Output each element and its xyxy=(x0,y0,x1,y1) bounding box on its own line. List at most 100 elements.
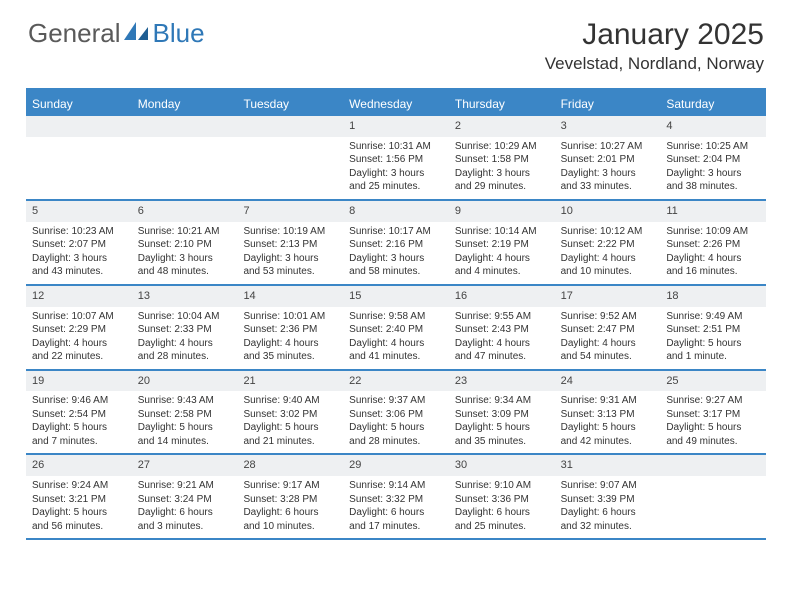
sunrise-text: Sunrise: 10:29 AM xyxy=(455,140,549,154)
sunrise-text: Sunrise: 9:21 AM xyxy=(138,479,232,493)
day-body: Sunrise: 9:31 AMSunset: 3:13 PMDaylight:… xyxy=(555,391,661,453)
sunset-text: Sunset: 3:39 PM xyxy=(561,493,655,507)
day-body: Sunrise: 9:10 AMSunset: 3:36 PMDaylight:… xyxy=(449,476,555,538)
daylight-text: Daylight: 5 hours and 14 minutes. xyxy=(138,421,232,448)
sunrise-text: Sunrise: 9:40 AM xyxy=(243,394,337,408)
day-cell xyxy=(660,455,766,538)
day-cell: 13Sunrise: 10:04 AMSunset: 2:33 PMDaylig… xyxy=(132,286,238,369)
sunrise-text: Sunrise: 9:10 AM xyxy=(455,479,549,493)
day-cell: 22Sunrise: 9:37 AMSunset: 3:06 PMDayligh… xyxy=(343,371,449,454)
day-body: Sunrise: 9:17 AMSunset: 3:28 PMDaylight:… xyxy=(237,476,343,538)
day-cell: 19Sunrise: 9:46 AMSunset: 2:54 PMDayligh… xyxy=(26,371,132,454)
daylight-text: Daylight: 5 hours and 21 minutes. xyxy=(243,421,337,448)
day-number: 29 xyxy=(343,455,449,476)
day-body: Sunrise: 10:19 AMSunset: 2:13 PMDaylight… xyxy=(237,222,343,284)
day-number: 10 xyxy=(555,201,661,222)
day-cell: 3Sunrise: 10:27 AMSunset: 2:01 PMDayligh… xyxy=(555,116,661,199)
brand-part2: Blue xyxy=(153,18,205,49)
sunrise-text: Sunrise: 9:52 AM xyxy=(561,310,655,324)
day-number: 9 xyxy=(449,201,555,222)
day-body: Sunrise: 10:21 AMSunset: 2:10 PMDaylight… xyxy=(132,222,238,284)
daylight-text: Daylight: 3 hours and 58 minutes. xyxy=(349,252,443,279)
sunset-text: Sunset: 3:32 PM xyxy=(349,493,443,507)
day-number xyxy=(660,455,766,476)
title-block: January 2025 Vevelstad, Nordland, Norway xyxy=(545,18,764,74)
day-cell: 20Sunrise: 9:43 AMSunset: 2:58 PMDayligh… xyxy=(132,371,238,454)
week-row: 19Sunrise: 9:46 AMSunset: 2:54 PMDayligh… xyxy=(26,371,766,456)
day-cell: 15Sunrise: 9:58 AMSunset: 2:40 PMDayligh… xyxy=(343,286,449,369)
location-subtitle: Vevelstad, Nordland, Norway xyxy=(545,54,764,74)
day-cell: 17Sunrise: 9:52 AMSunset: 2:47 PMDayligh… xyxy=(555,286,661,369)
day-number: 27 xyxy=(132,455,238,476)
day-body: Sunrise: 9:24 AMSunset: 3:21 PMDaylight:… xyxy=(26,476,132,538)
day-cell: 21Sunrise: 9:40 AMSunset: 3:02 PMDayligh… xyxy=(237,371,343,454)
day-body xyxy=(26,137,132,145)
weekday-header: Friday xyxy=(555,92,661,116)
sunrise-text: Sunrise: 9:58 AM xyxy=(349,310,443,324)
sunset-text: Sunset: 2:58 PM xyxy=(138,408,232,422)
daylight-text: Daylight: 5 hours and 28 minutes. xyxy=(349,421,443,448)
sunset-text: Sunset: 2:29 PM xyxy=(32,323,126,337)
sunrise-text: Sunrise: 10:25 AM xyxy=(666,140,760,154)
day-body: Sunrise: 10:07 AMSunset: 2:29 PMDaylight… xyxy=(26,307,132,369)
day-cell: 8Sunrise: 10:17 AMSunset: 2:16 PMDayligh… xyxy=(343,201,449,284)
daylight-text: Daylight: 5 hours and 1 minute. xyxy=(666,337,760,364)
sunrise-text: Sunrise: 9:49 AM xyxy=(666,310,760,324)
daylight-text: Daylight: 4 hours and 10 minutes. xyxy=(561,252,655,279)
day-number: 23 xyxy=(449,371,555,392)
sunrise-text: Sunrise: 10:31 AM xyxy=(349,140,443,154)
sunset-text: Sunset: 3:24 PM xyxy=(138,493,232,507)
weekday-header-row: Sunday Monday Tuesday Wednesday Thursday… xyxy=(26,90,766,116)
daylight-text: Daylight: 3 hours and 25 minutes. xyxy=(349,167,443,194)
day-body: Sunrise: 9:40 AMSunset: 3:02 PMDaylight:… xyxy=(237,391,343,453)
day-cell: 4Sunrise: 10:25 AMSunset: 2:04 PMDayligh… xyxy=(660,116,766,199)
sunrise-text: Sunrise: 9:17 AM xyxy=(243,479,337,493)
daylight-text: Daylight: 4 hours and 54 minutes. xyxy=(561,337,655,364)
day-body: Sunrise: 9:21 AMSunset: 3:24 PMDaylight:… xyxy=(132,476,238,538)
sunrise-text: Sunrise: 9:55 AM xyxy=(455,310,549,324)
day-number: 25 xyxy=(660,371,766,392)
week-row: 12Sunrise: 10:07 AMSunset: 2:29 PMDaylig… xyxy=(26,286,766,371)
sunset-text: Sunset: 2:33 PM xyxy=(138,323,232,337)
day-body: Sunrise: 10:14 AMSunset: 2:19 PMDaylight… xyxy=(449,222,555,284)
day-number: 12 xyxy=(26,286,132,307)
day-number: 19 xyxy=(26,371,132,392)
sunrise-text: Sunrise: 10:01 AM xyxy=(243,310,337,324)
day-cell: 30Sunrise: 9:10 AMSunset: 3:36 PMDayligh… xyxy=(449,455,555,538)
day-body: Sunrise: 9:14 AMSunset: 3:32 PMDaylight:… xyxy=(343,476,449,538)
brand-logo: General Blue xyxy=(28,18,205,49)
day-body: Sunrise: 9:37 AMSunset: 3:06 PMDaylight:… xyxy=(343,391,449,453)
day-number: 18 xyxy=(660,286,766,307)
daylight-text: Daylight: 5 hours and 35 minutes. xyxy=(455,421,549,448)
sunrise-text: Sunrise: 10:19 AM xyxy=(243,225,337,239)
day-number: 8 xyxy=(343,201,449,222)
day-body: Sunrise: 9:34 AMSunset: 3:09 PMDaylight:… xyxy=(449,391,555,453)
sunrise-text: Sunrise: 10:17 AM xyxy=(349,225,443,239)
week-row: 1Sunrise: 10:31 AMSunset: 1:56 PMDayligh… xyxy=(26,116,766,201)
day-body: Sunrise: 9:46 AMSunset: 2:54 PMDaylight:… xyxy=(26,391,132,453)
day-number: 24 xyxy=(555,371,661,392)
day-cell: 28Sunrise: 9:17 AMSunset: 3:28 PMDayligh… xyxy=(237,455,343,538)
sunrise-text: Sunrise: 9:43 AM xyxy=(138,394,232,408)
day-cell: 29Sunrise: 9:14 AMSunset: 3:32 PMDayligh… xyxy=(343,455,449,538)
day-cell: 27Sunrise: 9:21 AMSunset: 3:24 PMDayligh… xyxy=(132,455,238,538)
sunset-text: Sunset: 3:28 PM xyxy=(243,493,337,507)
sunset-text: Sunset: 3:13 PM xyxy=(561,408,655,422)
day-number xyxy=(132,116,238,137)
day-cell: 16 Sunrise: 9:55 AMSunset: 2:43 PMDayligh… xyxy=(449,286,555,369)
sunset-text: Sunset: 2:26 PM xyxy=(666,238,760,252)
daylight-text: Daylight: 5 hours and 49 minutes. xyxy=(666,421,760,448)
sunrise-text: Sunrise: 10:23 AM xyxy=(32,225,126,239)
day-cell: 18Sunrise: 9:49 AMSunset: 2:51 PMDayligh… xyxy=(660,286,766,369)
day-body: Sunrise: 10:29 AMSunset: 1:58 PMDaylight… xyxy=(449,137,555,199)
day-body: Sunrise: 10:01 AMSunset: 2:36 PMDaylight… xyxy=(237,307,343,369)
day-body: Sunrise: 9:52 AMSunset: 2:47 PMDaylight:… xyxy=(555,307,661,369)
day-cell: 31Sunrise: 9:07 AMSunset: 3:39 PMDayligh… xyxy=(555,455,661,538)
day-number: 16 xyxy=(449,286,555,307)
day-number: 15 xyxy=(343,286,449,307)
daylight-text: Daylight: 3 hours and 43 minutes. xyxy=(32,252,126,279)
sunset-text: Sunset: 2:43 PM xyxy=(455,323,549,337)
sunset-text: Sunset: 1:56 PM xyxy=(349,153,443,167)
daylight-text: Daylight: 4 hours and 47 minutes. xyxy=(455,337,549,364)
day-number: 14 xyxy=(237,286,343,307)
